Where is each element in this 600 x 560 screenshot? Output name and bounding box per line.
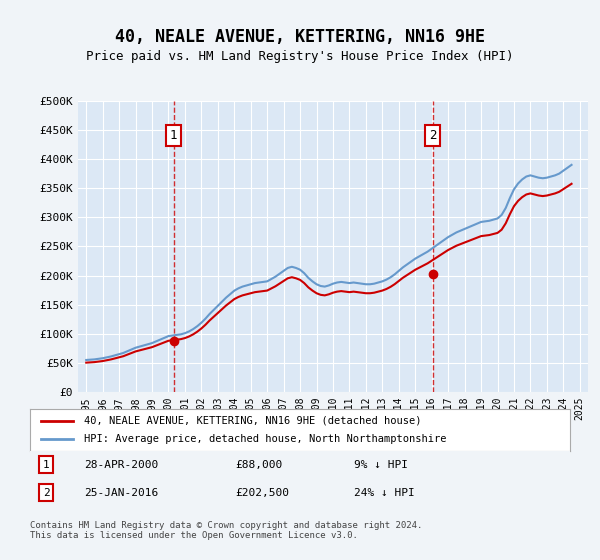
Text: 1: 1 [43,460,50,470]
Text: HPI: Average price, detached house, North Northamptonshire: HPI: Average price, detached house, Nort… [84,434,446,444]
Text: 40, NEALE AVENUE, KETTERING, NN16 9HE (detached house): 40, NEALE AVENUE, KETTERING, NN16 9HE (d… [84,416,421,426]
Text: 28-APR-2000: 28-APR-2000 [84,460,158,470]
Text: 1: 1 [170,129,178,142]
Text: Price paid vs. HM Land Registry's House Price Index (HPI): Price paid vs. HM Land Registry's House … [86,50,514,63]
Text: 25-JAN-2016: 25-JAN-2016 [84,488,158,498]
Text: 9% ↓ HPI: 9% ↓ HPI [354,460,408,470]
Text: 40, NEALE AVENUE, KETTERING, NN16 9HE: 40, NEALE AVENUE, KETTERING, NN16 9HE [115,28,485,46]
Text: Contains HM Land Registry data © Crown copyright and database right 2024.
This d: Contains HM Land Registry data © Crown c… [30,521,422,540]
Text: 24% ↓ HPI: 24% ↓ HPI [354,488,415,498]
Text: £202,500: £202,500 [235,488,289,498]
Text: 2: 2 [429,129,437,142]
Text: £88,000: £88,000 [235,460,283,470]
Text: 2: 2 [43,488,50,498]
